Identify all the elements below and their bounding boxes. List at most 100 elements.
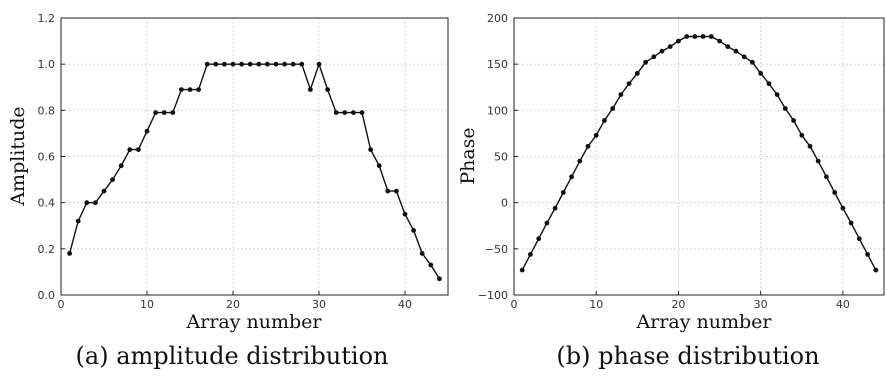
phase-x-axis-label: Array number xyxy=(636,311,773,333)
amplitude-y-tick-label: 0.6 xyxy=(38,151,56,164)
amplitude-data-point xyxy=(325,87,330,92)
phase-x-tick-label: 10 xyxy=(589,298,603,311)
phase-grid xyxy=(514,18,884,295)
amplitude-panel: 0 10 20 30 40 0.0 0.2 0.4 0.6 0.8 1.0 1.2 Array num… xyxy=(7,12,449,370)
phase-data-point xyxy=(725,44,731,49)
phase-x-tick-label: 30 xyxy=(754,298,768,311)
amplitude-data-point xyxy=(118,163,124,169)
phase-ticks: 0 10 20 30 40 −100 −50 0 50 100 150 200 xyxy=(478,12,850,311)
amplitude-series xyxy=(67,61,442,282)
amplitude-data-point xyxy=(187,87,193,92)
amplitude-data-point xyxy=(376,163,382,169)
amplitude-data-point xyxy=(84,200,90,206)
phase-y-tick-label: 50 xyxy=(494,151,508,164)
amplitude-data-point xyxy=(204,61,210,67)
phase-data-point xyxy=(717,38,722,44)
phase-data-point xyxy=(659,48,665,54)
amplitude-data-point xyxy=(437,276,442,282)
phase-data-point xyxy=(618,92,624,97)
phase-data-point xyxy=(643,59,648,65)
amplitude-data-point xyxy=(265,61,270,67)
amplitude-data-point xyxy=(75,218,81,224)
phase-series-line xyxy=(521,35,877,271)
amplitude-y-tick-label: 0.4 xyxy=(38,197,56,210)
phase-data-point xyxy=(585,143,591,149)
amplitude-data-point xyxy=(127,147,133,153)
amplitude-data-point xyxy=(153,110,159,115)
amplitude-x-tick-label: 10 xyxy=(140,298,154,311)
amplitude-data-point xyxy=(101,188,107,194)
amplitude-data-point xyxy=(196,87,202,92)
phase-data-point xyxy=(700,34,706,39)
amplitude-data-point xyxy=(402,211,408,217)
phase-data-point xyxy=(536,236,542,242)
phase-y-tick-label: 100 xyxy=(487,104,508,117)
phase-y-tick-label: 200 xyxy=(487,12,508,25)
amplitude-data-point xyxy=(256,61,262,67)
phase-data-point xyxy=(667,44,673,49)
amplitude-data-point xyxy=(299,61,305,67)
amplitude-y-tick-label: 0.2 xyxy=(38,243,56,256)
phase-y-tick-label: −100 xyxy=(478,289,508,302)
amplitude-data-point xyxy=(428,262,434,268)
phase-data-point xyxy=(840,205,846,211)
amplitude-data-point xyxy=(136,147,141,153)
amplitude-data-point xyxy=(308,87,313,92)
amplitude-data-point xyxy=(290,61,296,67)
amplitude-y-tick-label: 1.2 xyxy=(38,12,56,25)
phase-x-tick-label: 40 xyxy=(836,298,850,311)
phase-data-point xyxy=(684,34,690,39)
phase-data-point xyxy=(569,174,574,180)
amplitude-data-point xyxy=(222,61,227,67)
phase-data-point xyxy=(758,71,764,76)
phase-data-point xyxy=(552,205,558,211)
phase-data-point xyxy=(873,267,879,273)
amplitude-x-tick-label: 20 xyxy=(226,298,240,311)
phase-data-point xyxy=(733,48,739,54)
phase-y-tick-label: 150 xyxy=(487,58,508,71)
phase-data-point xyxy=(602,118,607,123)
phase-data-point xyxy=(593,132,599,138)
phase-y-tick-label: −50 xyxy=(485,243,508,256)
amplitude-data-point xyxy=(247,61,253,67)
phase-panel: 0 10 20 30 40 −100 −50 0 50 100 150 200 Array numbe… xyxy=(457,12,885,370)
amplitude-data-point xyxy=(368,147,373,153)
phase-data-point xyxy=(815,158,821,164)
phase-caption: (b) phase distribution xyxy=(556,342,819,370)
amplitude-data-point xyxy=(351,110,356,115)
amplitude-data-point xyxy=(385,188,391,194)
amplitude-data-point xyxy=(144,128,150,134)
amplitude-data-point xyxy=(239,61,245,67)
phase-data-point xyxy=(651,54,657,60)
phase-data-point xyxy=(848,220,854,226)
phase-data-point xyxy=(544,220,550,226)
amplitude-x-tick-label: 40 xyxy=(398,298,412,311)
amplitude-y-tick-label: 0.0 xyxy=(38,289,56,302)
amplitude-data-point xyxy=(419,251,425,256)
amplitude-data-point xyxy=(394,188,399,194)
amplitude-data-point xyxy=(179,87,184,92)
amplitude-y-tick-label: 0.8 xyxy=(38,104,56,117)
amplitude-data-point xyxy=(170,110,176,115)
amplitude-y-axis-label: Amplitude xyxy=(7,106,29,206)
phase-data-point xyxy=(634,71,640,76)
phase-x-tick-label: 0 xyxy=(511,298,518,311)
phase-data-point xyxy=(807,143,813,149)
amplitude-x-tick-label: 30 xyxy=(312,298,326,311)
phase-y-axis-label: Phase xyxy=(457,127,479,184)
amplitude-grid xyxy=(61,18,448,295)
amplitude-data-point xyxy=(67,251,72,256)
amplitude-data-point xyxy=(273,61,279,67)
amplitude-data-point xyxy=(316,61,322,67)
phase-data-point xyxy=(766,81,772,86)
amplitude-x-tick-label: 0 xyxy=(58,298,65,311)
amplitude-data-point xyxy=(161,110,167,115)
amplitude-x-axis-label: Array number xyxy=(186,311,323,333)
phase-data-point xyxy=(774,92,780,97)
phase-series xyxy=(519,34,879,273)
phase-data-point xyxy=(708,34,714,39)
phase-data-point xyxy=(824,174,829,180)
phase-data-point xyxy=(750,59,755,65)
phase-data-point xyxy=(560,190,566,195)
